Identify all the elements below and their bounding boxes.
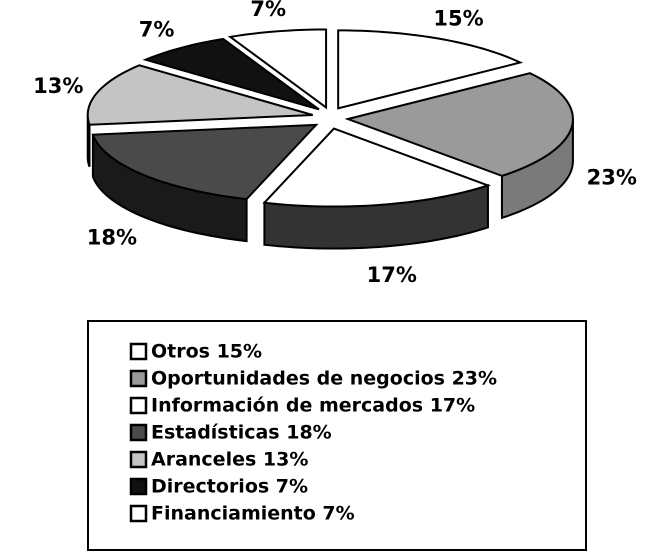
data-label: 18% bbox=[87, 226, 137, 250]
data-label: 15% bbox=[433, 6, 483, 30]
data-label: 7% bbox=[139, 17, 175, 41]
legend-label: Estadísticas 18% bbox=[151, 422, 332, 444]
slice bbox=[142, 37, 320, 111]
legend-label: Oportunidades de negocios 23% bbox=[151, 368, 497, 390]
legend-swatch bbox=[129, 369, 148, 388]
data-label: 13% bbox=[33, 74, 83, 98]
slice bbox=[337, 29, 524, 110]
data-label: 17% bbox=[367, 263, 417, 287]
data-label: 7% bbox=[250, 0, 286, 21]
slice bbox=[262, 127, 492, 208]
legend-label: Aranceles 13% bbox=[151, 449, 308, 471]
legend-label: Información de mercados 17% bbox=[151, 395, 475, 417]
legend-swatch bbox=[129, 342, 148, 361]
legend-box bbox=[87, 320, 587, 551]
legend-swatch bbox=[129, 450, 148, 469]
legend-swatch bbox=[129, 423, 148, 442]
legend-label: Otros 15% bbox=[151, 341, 262, 363]
legend-label: Financiamiento 7% bbox=[151, 503, 355, 525]
slice bbox=[91, 123, 319, 201]
slice bbox=[86, 64, 313, 126]
legend-swatch bbox=[129, 504, 148, 523]
legend-label: Directorios 7% bbox=[151, 476, 308, 498]
legend-swatch bbox=[129, 396, 148, 415]
legend: Otros 15% Oportunidades de negocios 23% In… bbox=[129, 341, 497, 525]
pie: 15% 23% 17% 18% 13% 7% 7% bbox=[33, 0, 637, 287]
legend-swatch bbox=[129, 477, 148, 496]
slice bbox=[344, 72, 574, 177]
data-label: 23% bbox=[587, 165, 637, 189]
slice bbox=[227, 28, 328, 110]
